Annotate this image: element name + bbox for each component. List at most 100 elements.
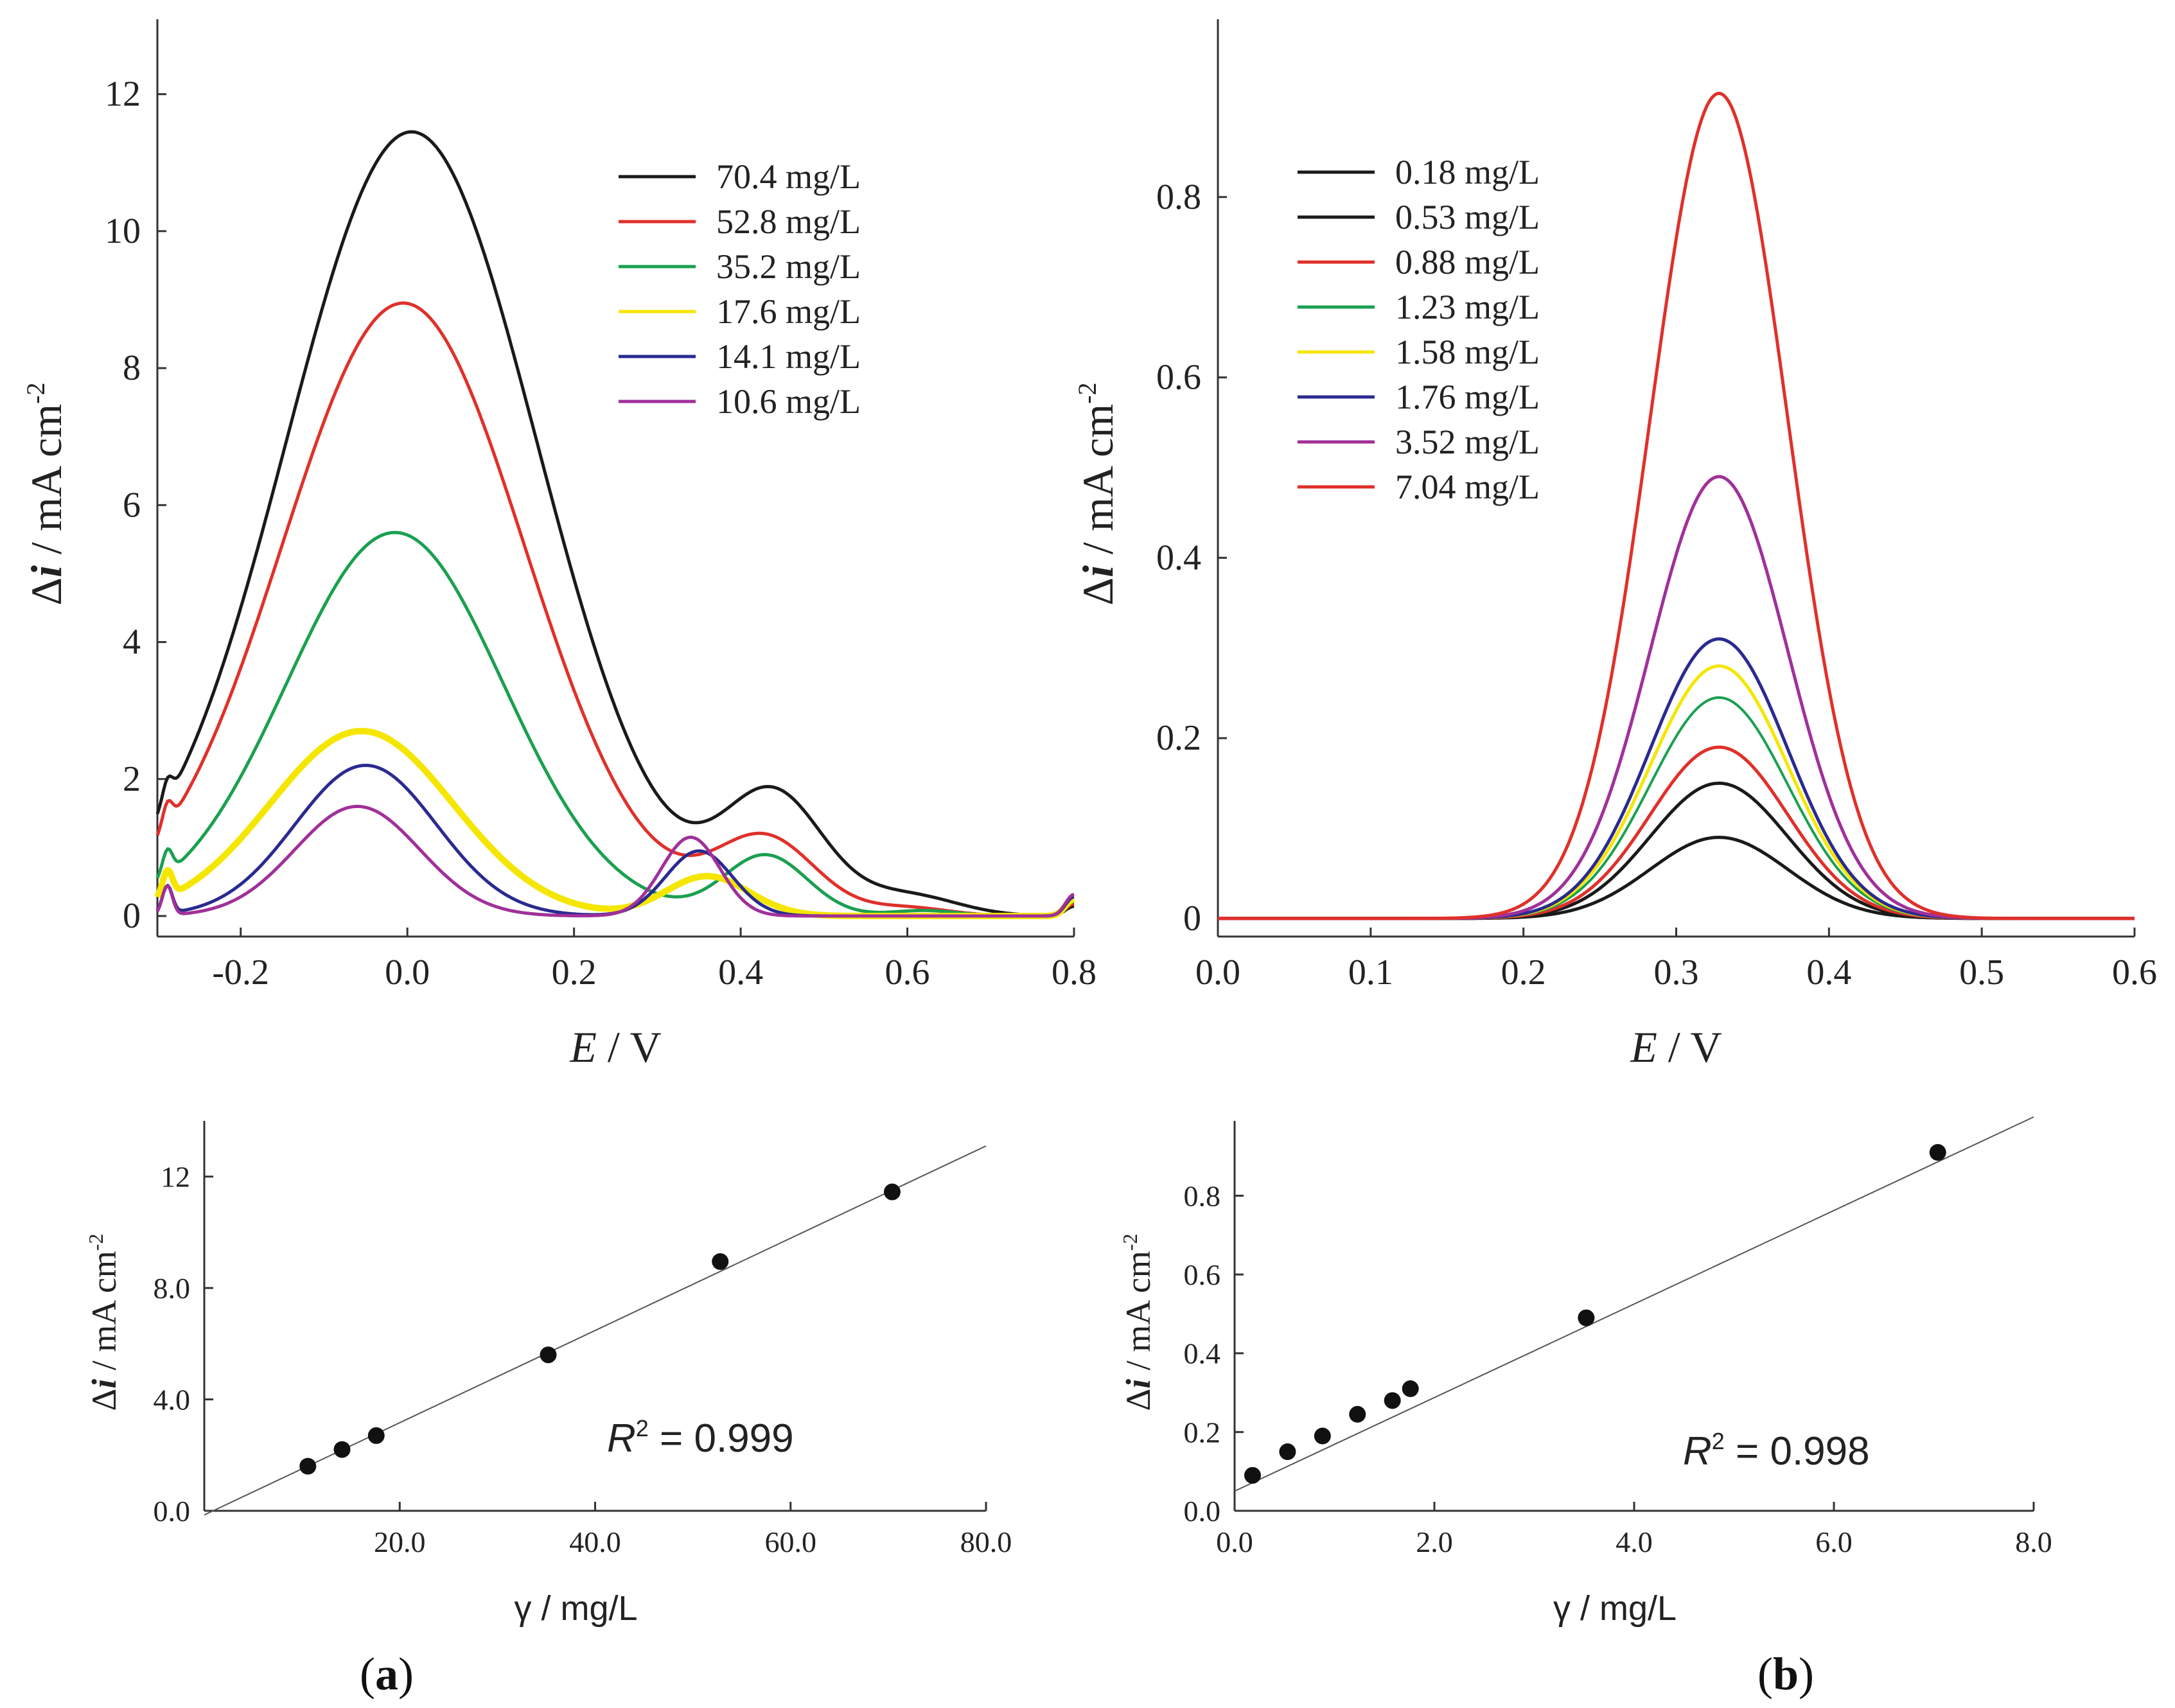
r2-value: = 0.998 <box>1725 1429 1870 1474</box>
r2-value: = 0.999 <box>649 1416 794 1461</box>
legend-entry: 7.04 mg/L <box>1395 468 1540 506</box>
legend-entry: 14.1 mg/L <box>716 337 861 376</box>
y-tick-label: 6 <box>123 485 141 525</box>
data-point <box>1578 1309 1595 1326</box>
r2-symbol: R <box>607 1416 636 1461</box>
panel-label-b: (b) <box>1757 1648 1814 1700</box>
y-label-delta: Δ <box>1119 1389 1158 1411</box>
x-axis-label: γ / mg/L <box>514 1589 637 1628</box>
legend-entry: 3.52 mg/L <box>1395 423 1540 461</box>
y-label-delta: Δ <box>1073 577 1122 606</box>
y-label-italic: i <box>22 565 71 577</box>
y-axis-label: Δi / mA cm-2 <box>21 382 71 605</box>
y-tick-label: 10 <box>105 211 141 251</box>
x-tick-label: 40.0 <box>569 1526 621 1558</box>
y-label-units: / mA cm <box>1073 404 1122 565</box>
x-tick-label: 0.0 <box>1195 953 1240 992</box>
y-tick-label: 0.8 <box>1184 1179 1221 1212</box>
r2-superscript: 2 <box>636 1415 649 1441</box>
y-label-superscript: -2 <box>1118 1234 1141 1251</box>
y-tick-label: 4 <box>123 622 141 662</box>
x-axis-label: E / V <box>1630 1023 1722 1071</box>
x-axis-label: E / V <box>569 1023 661 1071</box>
x-tick-label: 0.2 <box>1501 953 1546 992</box>
chart-b-top: 0 0.2 0.4 0.6 0.8 0.0 0.1 0.2 0.3 0.4 0.5 0.6 E / V Δ… <box>1073 19 2157 1071</box>
data-point <box>1929 1144 1946 1161</box>
r2-symbol: R <box>1683 1429 1712 1474</box>
data-point <box>333 1441 351 1458</box>
y-tick-label: 0.2 <box>1156 718 1201 758</box>
y-tick-label: 0 <box>123 896 141 936</box>
series-line <box>155 531 1075 918</box>
panel-label-a: (a) <box>360 1648 414 1700</box>
legend-entry: 0.88 mg/L <box>1395 243 1540 281</box>
y-label-superscript: -2 <box>1073 382 1102 403</box>
x-tick-label: 0.2 <box>552 953 597 992</box>
data-point <box>540 1346 557 1364</box>
x-tick-label: 0.0 <box>1216 1526 1253 1558</box>
legend-entry: 52.8 mg/L <box>716 202 861 241</box>
legend-entry: 17.6 mg/L <box>716 292 861 331</box>
data-point <box>1349 1405 1366 1423</box>
r-squared-label: R2 = 0.998 <box>1683 1428 1870 1474</box>
y-axis-label: Δi / mA cm-2 <box>1118 1234 1158 1411</box>
y-tick-label: 8 <box>123 348 141 388</box>
y-tick-label: 0.6 <box>1156 358 1201 398</box>
series-line <box>155 301 1075 918</box>
data-point <box>1384 1392 1401 1409</box>
x-tick-label: 2.0 <box>1416 1526 1453 1558</box>
x-tick-label: 0.3 <box>1654 953 1699 992</box>
x-label-units: / V <box>1657 1023 1722 1071</box>
y-tick-label: 0.4 <box>1184 1337 1221 1370</box>
y-label-delta: Δ <box>85 1389 123 1411</box>
x-tick-label: 6.0 <box>1815 1526 1853 1558</box>
y-tick-label: 8.0 <box>154 1272 191 1305</box>
data-point <box>299 1457 317 1475</box>
legend-entry: 10.6 mg/L <box>716 382 861 421</box>
y-tick-label: 0 <box>1183 899 1201 938</box>
y-label-italic: i <box>85 1379 123 1389</box>
legend-entry: 70.4 mg/L <box>716 157 861 196</box>
fit-line <box>1234 1116 2034 1492</box>
y-tick-label: 12 <box>105 75 141 114</box>
chart-b-bottom: 0.0 0.2 0.4 0.6 0.8 0.0 2.0 4.0 6.0 8.0 γ / mg/L Δi… <box>1118 1116 2052 1628</box>
data-point <box>367 1427 385 1444</box>
y-tick-label: 0.4 <box>1156 538 1201 577</box>
fit-line <box>204 1145 987 1516</box>
x-tick-label: 20.0 <box>374 1526 426 1558</box>
r2-superscript: 2 <box>1712 1428 1725 1454</box>
data-point <box>883 1183 901 1201</box>
series-line <box>155 130 1075 917</box>
series-line <box>1218 664 2135 920</box>
x-tick-label: 8.0 <box>2015 1526 2052 1558</box>
data-point <box>1314 1427 1331 1445</box>
legend-entry: 35.2 mg/L <box>716 247 861 286</box>
x-tick-label: 0.5 <box>1959 953 2004 992</box>
x-tick-label: 0.4 <box>718 953 763 992</box>
x-label-italic: E <box>1630 1023 1657 1071</box>
y-axis-label: Δi / mA cm-2 <box>84 1234 123 1411</box>
data-point <box>712 1253 729 1270</box>
y-tick-label: 0.2 <box>1184 1416 1221 1448</box>
series-line <box>155 804 1075 918</box>
x-tick-label: 0.4 <box>1806 953 1851 992</box>
y-tick-label: 2 <box>123 759 141 799</box>
x-tick-label: 0.8 <box>1052 953 1096 992</box>
data-point <box>1244 1466 1261 1484</box>
x-tick-label: 0.0 <box>385 953 430 992</box>
y-label-units: / mA cm <box>1119 1251 1158 1379</box>
data-point <box>1402 1380 1419 1397</box>
x-label-units: / V <box>597 1023 662 1071</box>
y-label-superscript: -2 <box>84 1234 107 1251</box>
series-line <box>1218 836 2135 920</box>
y-label-italic: i <box>1073 565 1122 577</box>
legend-entry: 1.23 mg/L <box>1395 288 1540 326</box>
series-line <box>1218 745 2135 920</box>
series-line <box>1218 91 2135 920</box>
chart-a-bottom: 0.0 4.0 8.0 12 20.0 40.0 60.0 80.0 γ / mg/L Δi / … <box>84 1121 1012 1628</box>
y-tick-label: 0.8 <box>1156 177 1201 217</box>
y-axis-label: Δi / mA cm-2 <box>1073 382 1122 605</box>
legend-entry: 1.58 mg/L <box>1395 333 1540 371</box>
x-tick-label: 0.6 <box>885 953 930 992</box>
